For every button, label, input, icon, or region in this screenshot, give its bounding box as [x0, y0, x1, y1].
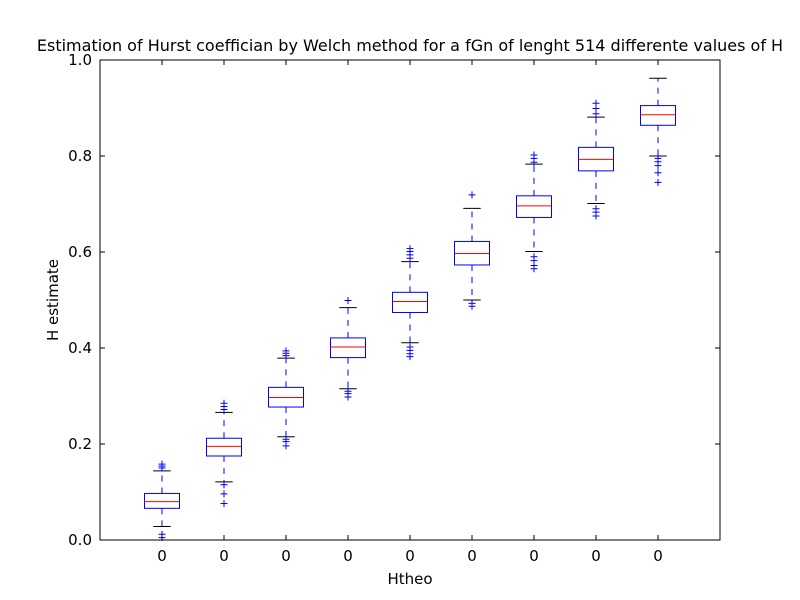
outlier-marker	[654, 154, 662, 162]
iqr-box	[206, 437, 242, 457]
outlier-marker	[468, 299, 476, 307]
x-axis-label: Htheo	[387, 570, 432, 588]
outlier-marker	[220, 500, 228, 508]
outlier-marker	[406, 343, 414, 351]
outlier-marker	[220, 399, 228, 407]
x-tick-label: 0	[157, 547, 167, 565]
y-tick-label: 0.0	[68, 531, 92, 549]
box-group	[454, 191, 490, 310]
outlier-marker	[282, 347, 290, 355]
y-tick-label: 1.0	[68, 51, 92, 69]
iqr-box	[516, 195, 552, 218]
outlier-marker	[530, 151, 538, 159]
outlier-marker	[282, 435, 290, 443]
y-tick-label: 0.2	[68, 435, 92, 453]
x-tick-label: 0	[219, 547, 229, 565]
outlier-marker	[406, 245, 414, 253]
outlier-marker	[220, 481, 228, 489]
outlier-marker	[592, 205, 600, 213]
iqr-box	[640, 105, 676, 126]
box-group	[268, 347, 304, 450]
y-axis-label: H estimate	[44, 259, 62, 341]
outlier-marker	[654, 178, 662, 186]
chart-title: Estimation of Hurst coeffician by Welch …	[37, 36, 783, 55]
x-tick-label: 0	[281, 547, 291, 565]
plot-frame	[99, 59, 721, 541]
y-tick-label: 0.4	[68, 339, 92, 357]
outlier-marker	[592, 99, 600, 107]
outlier-marker	[158, 460, 166, 468]
box-group	[206, 399, 242, 508]
plot-marks	[144, 77, 676, 542]
box-group	[392, 245, 428, 361]
y-tick-label: 0.8	[68, 147, 92, 165]
iqr-box	[392, 291, 428, 313]
box-group	[578, 99, 614, 220]
x-tick-label: 0	[343, 547, 353, 565]
outlier-marker	[344, 296, 352, 304]
x-tick-label: 0	[405, 547, 415, 565]
outlier-marker	[654, 169, 662, 177]
outlier-marker	[220, 490, 228, 498]
iqr-box	[144, 492, 180, 509]
box-group	[330, 296, 366, 401]
y-tick-label: 0.6	[68, 243, 92, 261]
axes: 0.0 0.2 0.4 0.6 0.8 1.0 0 0 0 0 0 0 0 0 0	[68, 51, 720, 565]
box-group	[640, 77, 676, 186]
x-tick-label: 0	[591, 547, 601, 565]
outlier-marker	[344, 387, 352, 395]
outlier-marker	[530, 253, 538, 261]
outlier-marker	[468, 191, 476, 199]
box-group	[144, 460, 180, 542]
x-tick-label: 0	[529, 547, 539, 565]
iqr-box	[330, 337, 366, 359]
x-tick-label: 0	[467, 547, 477, 565]
box-group	[516, 151, 552, 273]
x-tick-label: 0	[653, 547, 663, 565]
